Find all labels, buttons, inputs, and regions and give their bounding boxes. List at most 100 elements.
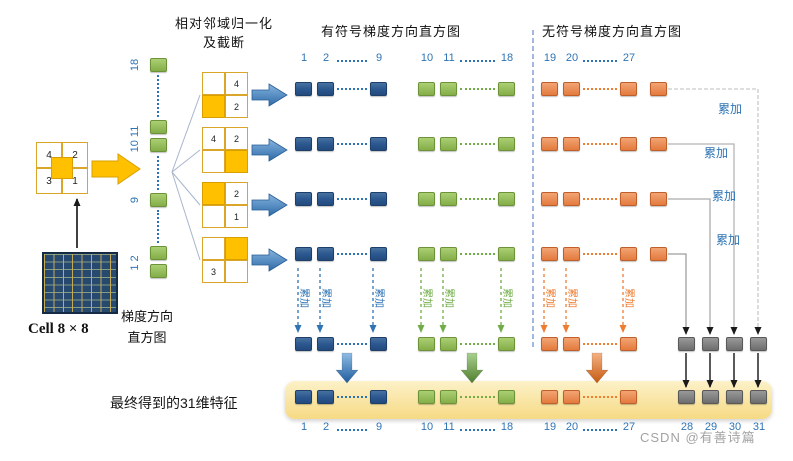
signed-bin-blue (317, 247, 334, 261)
signed-bin-blue (295, 137, 312, 151)
col-label-top: 11 (443, 52, 455, 64)
unsigned-bin-orange (563, 82, 580, 96)
feature-bin-gray (678, 390, 695, 404)
summary-bin-blue (317, 337, 334, 351)
signed-bin-blue (370, 247, 387, 261)
grid-cell-label: 4 (233, 78, 239, 89)
accumulate-label-right: 累加 (716, 233, 741, 247)
signed-bin-green (440, 192, 457, 206)
accumulate-label: 累加 (320, 288, 331, 308)
col-label-top: 2 (322, 52, 330, 64)
ellipsis-dots (583, 88, 617, 90)
summary-bin-orange (620, 337, 637, 351)
ellipsis-dots (337, 396, 367, 398)
signed-bin-green (498, 247, 515, 261)
col-label-top: 9 (375, 52, 383, 64)
col-label-bottom: 11 (443, 421, 455, 433)
col-label-bottom: 19 (543, 421, 557, 433)
ellipsis-dots (337, 198, 367, 200)
ellipsis-dots-vertical (157, 210, 159, 243)
cell-8x8-image (42, 252, 118, 314)
feature-bin-blue (295, 390, 312, 404)
col-label-top: 1 (300, 52, 308, 64)
feature-bin-green (440, 390, 457, 404)
ellipsis-dots (460, 343, 495, 345)
row-sum-bin (650, 247, 667, 261)
cell-8x8-label: Cell 8 × 8 (28, 321, 89, 337)
signed-bin-blue (295, 82, 312, 96)
signed-bin-green (498, 137, 515, 151)
normalization-grid-2: 4 2 (202, 127, 248, 173)
ellipsis-dots (583, 429, 617, 431)
signed-bin-blue (295, 192, 312, 206)
gradient-hist-label-10-11: 10 11 (129, 125, 141, 153)
gradient-hist-bin (150, 138, 167, 152)
ellipsis-dots (337, 253, 367, 255)
unsigned-bin-orange (620, 247, 637, 261)
normalization-grid-1: 4 2 (202, 72, 248, 118)
normalization-grid-4: 3 (202, 237, 248, 283)
gradient-hist-bin (150, 58, 167, 72)
ellipsis-dots (460, 396, 495, 398)
grid-cell (202, 182, 225, 205)
row-sum-bin (650, 192, 667, 206)
ellipsis-dots (583, 60, 617, 62)
neighbor-cell-label: 2 (72, 149, 78, 161)
col-label-bottom: 10 (420, 421, 434, 433)
col-label-bottom: 27 (622, 421, 636, 433)
signed-bin-blue (370, 137, 387, 151)
unsigned-bin-orange (541, 137, 558, 151)
summary-bin-green (418, 337, 435, 351)
feature-bin-gray (750, 390, 767, 404)
accumulate-label-right: 累加 (704, 146, 729, 160)
ellipsis-dots (460, 429, 495, 431)
unsigned-bin-orange (541, 192, 558, 206)
gradient-hist-label-9: 9 (129, 196, 141, 204)
normalization-grid-3: 2 1 (202, 182, 248, 228)
signed-bin-green (418, 192, 435, 206)
unsigned-bin-orange (563, 247, 580, 261)
row-sum-bin (650, 82, 667, 96)
grid-cell-label: 2 (233, 101, 239, 112)
feature-bin-green (498, 390, 515, 404)
ellipsis-dots (583, 253, 617, 255)
ellipsis-dots (583, 198, 617, 200)
ellipsis-dots (460, 88, 495, 90)
signed-bin-blue (370, 192, 387, 206)
accumulate-label: 累加 (623, 288, 634, 308)
grid-cell-label: 3 (210, 266, 216, 277)
grid-cell (202, 72, 225, 95)
unsigned-bin-orange (620, 192, 637, 206)
grid-cell: 2 (225, 127, 248, 150)
ellipsis-dots (583, 343, 617, 345)
accumulate-label: 累加 (501, 288, 512, 308)
ellipsis-dots (337, 343, 367, 345)
ellipsis-dots (337, 60, 367, 62)
signed-bin-green (440, 82, 457, 96)
final-feature-band (285, 381, 772, 419)
col-label-top: 27 (622, 52, 636, 64)
col-label-top: 19 (543, 52, 557, 64)
gradient-hist-bin (150, 120, 167, 134)
grid-cell: 4 (225, 72, 248, 95)
col-label-bottom: 28 (680, 421, 694, 433)
accumulate-label: 累加 (421, 288, 432, 308)
col-label-top: 18 (500, 52, 514, 64)
feature-bin-gray (702, 390, 719, 404)
gradient-hist-label-18: 18 (129, 58, 141, 72)
unsigned-bin-orange (541, 82, 558, 96)
signed-bin-green (440, 137, 457, 151)
col-label-bottom: 1 (300, 421, 308, 433)
ellipsis-dots (337, 429, 367, 431)
watermark: CSDN @有善诗篇 (640, 430, 756, 445)
feature-bin-orange (563, 390, 580, 404)
grid-cell (225, 260, 248, 283)
signed-bin-blue (317, 82, 334, 96)
signed-bin-blue (317, 137, 334, 151)
signed-bin-green (418, 247, 435, 261)
signed-bin-green (418, 137, 435, 151)
unsigned-histogram-header: 无符号梯度方向直方图 (541, 24, 682, 39)
accumulate-label-right: 累加 (718, 102, 743, 116)
grid-cell-label: 2 (233, 188, 239, 199)
unsigned-bin-orange (563, 137, 580, 151)
